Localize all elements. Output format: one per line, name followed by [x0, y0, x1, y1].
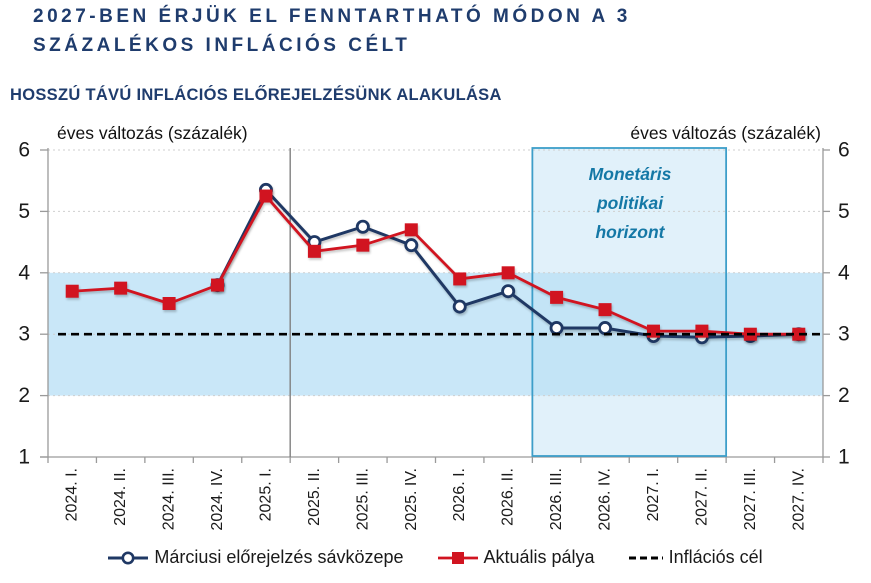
- svg-text:2025. III.: 2025. III.: [354, 468, 371, 530]
- gridlines: [48, 149, 823, 397]
- data-point-square: [695, 324, 709, 338]
- svg-text:4: 4: [18, 261, 30, 284]
- data-point-square: [792, 327, 806, 341]
- legend-label-march-forecast: Márciusi előrejelzés sávközepe: [154, 547, 404, 567]
- data-point-circle: [404, 238, 419, 253]
- legend-item-march-forecast: Márciusi előrejelzés sávközepe: [108, 547, 404, 568]
- data-point-square: [598, 303, 612, 317]
- svg-text:1: 1: [18, 446, 30, 469]
- svg-text:5: 5: [18, 200, 30, 223]
- svg-text:2026. III.: 2026. III.: [548, 468, 565, 530]
- monetary-horizon-annotation: Monetáris politikai horizont: [588, 164, 672, 242]
- legend-item-current-path: Aktuális pálya: [437, 547, 595, 568]
- data-point-circle: [549, 321, 564, 336]
- legend-item-inflation-target: Inflációs cél: [628, 547, 763, 568]
- axes: [40, 148, 830, 463]
- svg-text:2027. IV.: 2027. IV.: [790, 468, 807, 531]
- svg-text:2027. I.: 2027. I.: [645, 468, 662, 521]
- data-point-square: [162, 297, 176, 310]
- svg-text:2024. III.: 2024. III.: [161, 468, 178, 530]
- chart-legend: Márciusi előrejelzés sávközepe Aktuális …: [0, 547, 871, 568]
- data-point-square: [259, 189, 273, 203]
- svg-text:2024. II.: 2024. II.: [112, 468, 129, 526]
- data-point-circle: [501, 284, 516, 299]
- data-point-square: [501, 266, 515, 280]
- svg-text:2026. IV.: 2026. IV.: [597, 468, 614, 531]
- chart-subtitle: HOSSZÚ TÁVÚ INFLÁCIÓS ELŐREJELZÉSÜNK ALA…: [10, 86, 502, 104]
- filled-square-line-icon: [437, 551, 478, 564]
- svg-text:3: 3: [838, 323, 850, 346]
- svg-text:6: 6: [18, 139, 30, 162]
- data-point-circle: [452, 299, 467, 314]
- data-point-square: [307, 244, 321, 258]
- page-title: 2027-BEN ÉRJÜK EL FENNTARTHATÓ MÓDON A 3…: [33, 2, 853, 60]
- x-axis-tick-labels: 2024. I. 2024. II. 2024. III. 2024. IV. 2025…: [64, 468, 808, 531]
- data-point-square: [114, 281, 128, 295]
- y-axis-tick-labels: 1 1 2 2 3 3 4 4 5 5 6 6: [18, 139, 850, 469]
- legend-label-inflation-target: Inflációs cél: [668, 547, 763, 567]
- page-title-line1: 2027-BEN ÉRJÜK EL FENNTARTHATÓ MÓDON A 3: [33, 6, 631, 27]
- svg-text:3: 3: [18, 323, 30, 346]
- data-point-square: [356, 238, 370, 252]
- svg-text:2025. IV.: 2025. IV.: [403, 468, 420, 531]
- svg-text:2026. II.: 2026. II.: [500, 468, 517, 526]
- svg-text:2026. I.: 2026. I.: [451, 468, 468, 521]
- open-circle-line-icon: [108, 551, 149, 564]
- monetary-horizon-box-fill: [532, 148, 727, 456]
- data-point-square: [550, 290, 564, 304]
- svg-text:2027. III.: 2027. III.: [742, 468, 759, 530]
- svg-text:4: 4: [838, 261, 850, 284]
- series-current-path: [65, 189, 806, 341]
- y-axis-unit-label-right: éves változás (százalék): [630, 123, 821, 143]
- svg-text:2024. IV.: 2024. IV.: [209, 468, 226, 531]
- dashed-line-icon: [628, 556, 663, 559]
- y-axis-unit-label-left: éves változás (százalék): [57, 123, 248, 143]
- data-point-square: [453, 272, 467, 286]
- data-point-circle: [355, 219, 370, 234]
- svg-text:2025. I.: 2025. I.: [257, 468, 274, 521]
- data-point-square: [404, 223, 418, 237]
- data-point-square: [211, 278, 225, 292]
- svg-text:2024. I.: 2024. I.: [64, 468, 81, 521]
- data-point-circle: [598, 321, 613, 336]
- data-point-square: [65, 284, 79, 298]
- page-title-line2: SZÁZALÉKOS INFLÁCIÓS CÉLT: [33, 35, 411, 56]
- svg-text:2: 2: [838, 384, 850, 407]
- svg-text:5: 5: [838, 200, 850, 223]
- svg-text:2027. II.: 2027. II.: [693, 468, 710, 526]
- svg-text:2: 2: [18, 384, 30, 407]
- svg-text:2025. II.: 2025. II.: [306, 468, 323, 526]
- svg-text:6: 6: [838, 139, 850, 162]
- monetary-horizon-box-border: [531, 147, 728, 457]
- data-point-square: [646, 324, 660, 338]
- legend-label-current-path: Aktuális pálya: [483, 547, 595, 567]
- svg-text:1: 1: [838, 446, 850, 469]
